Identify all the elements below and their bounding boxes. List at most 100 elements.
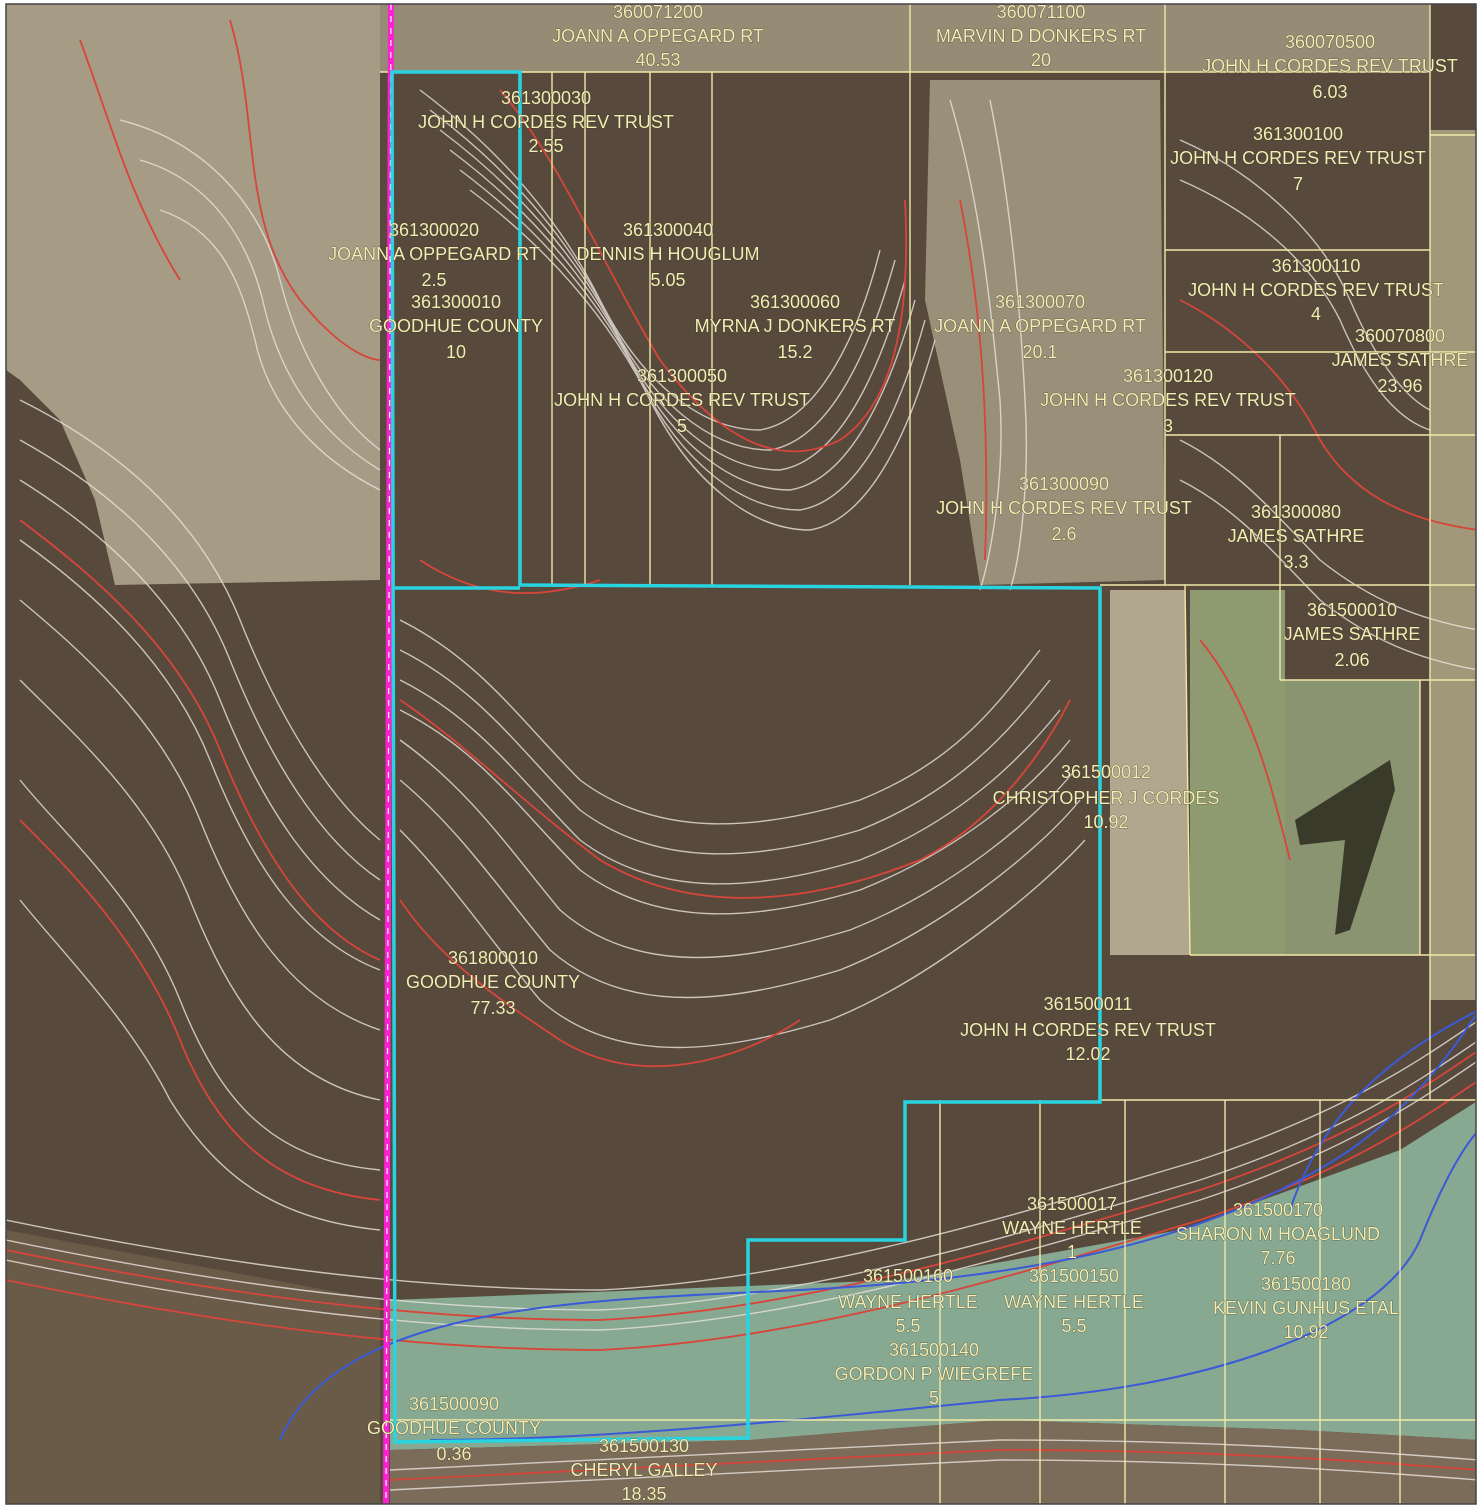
parcel-acres: 3.3 <box>1283 552 1308 572</box>
parcel-label[interactable]: 361300020 JOANN A OPPEGARD RT 2.5 <box>328 220 540 291</box>
water-features <box>279 1010 1476 1441</box>
parcel-label[interactable]: 361300120 JOHN H CORDES REV TRUST 3 <box>1040 366 1296 437</box>
parcel-label[interactable]: 361300050 JOHN H CORDES REV TRUST 5 <box>554 366 810 437</box>
parcel-owner: WAYNE HERTLE <box>1002 1218 1142 1238</box>
parcel-label[interactable]: 361500170 SHARON M HOAGLUND 7.76 <box>1176 1200 1381 1269</box>
parcel-label[interactable]: 361300040 DENNIS H HOUGLUM 5.05 <box>576 220 760 291</box>
section-line <box>383 4 394 1504</box>
parcel-acres: 1 <box>1067 1242 1077 1262</box>
parcel-owner: GOODHUE COUNTY <box>406 972 580 992</box>
parcel-label[interactable]: 361300060 MYRNA J DONKERS RT 15.2 <box>694 292 896 363</box>
creek-channel <box>429 1131 1476 1441</box>
parcel-acres: 2.55 <box>528 136 563 156</box>
parcel-acres: 6.03 <box>1312 82 1347 102</box>
parcel-owner: GORDON P WIEGREFE <box>835 1364 1034 1384</box>
parcel-label[interactable]: 361300110 JOHN H CORDES REV TRUST 4 <box>1188 256 1444 325</box>
field-center-ridge <box>925 80 1165 585</box>
parcel-acres: 2.06 <box>1334 650 1369 670</box>
river-channel <box>279 1012 1476 1441</box>
parcel-label[interactable]: 361500140 GORDON P WIEGREFE 5 <box>834 1340 1034 1409</box>
field-northwest <box>6 4 380 585</box>
parcel-owner: DENNIS H HOUGLUM <box>576 244 759 264</box>
parcel-label[interactable]: 361500090 GOODHUE COUNTY 0.36 <box>367 1394 542 1465</box>
parcel-acres: 12.02 <box>1065 1044 1110 1064</box>
parcel-acres: 5.05 <box>650 270 685 290</box>
field-east-1 <box>1110 590 1190 955</box>
parcel-label[interactable]: 361500011 JOHN H CORDES REV TRUST 12.02 <box>960 994 1216 1065</box>
parcel-pin: 361500011 <box>1044 994 1133 1014</box>
parcel-pin: 361500180 <box>1261 1274 1351 1294</box>
parcel-acres: 77.33 <box>470 998 515 1018</box>
subject-property-boundary[interactable] <box>390 70 1102 1444</box>
parcel-label[interactable]: 360070500 JOHN H CORDES REV TRUST 6.03 <box>1202 32 1458 103</box>
parcel-owner: CHERYL GALLEY <box>570 1460 717 1480</box>
parcel-owner: JOANN A OPPEGARD RT <box>934 316 1146 336</box>
parcel-pin: 361300010 <box>411 292 501 312</box>
parcel-label[interactable]: 361500150 WAYNE HERTLE 5.5 <box>1004 1266 1144 1337</box>
parcel-label[interactable]: 361500010 JAMES SATHRE 2.06 <box>1283 600 1421 671</box>
parcel-owner: KEVIN GUNHUS ETAL <box>1213 1298 1399 1318</box>
parcel-pin: 361300090 <box>1019 474 1109 494</box>
parcel-pin: 360071100 <box>997 2 1086 22</box>
parcel-acres: 5.5 <box>895 1316 920 1336</box>
parcel-label[interactable]: 361300070 JOANN A OPPEGARD RT 20.1 <box>934 292 1146 363</box>
parcel-owner: WAYNE HERTLE <box>838 1292 978 1312</box>
parcel-label[interactable]: 361300030 JOHN H CORDES REV TRUST 2.55 <box>418 88 674 157</box>
parcel-owner: GOODHUE COUNTY <box>367 1418 541 1438</box>
parcel-pin: 361300110 <box>1272 256 1361 276</box>
parcel-pin: 361300120 <box>1123 366 1213 386</box>
parcel-owner: MYRNA J DONKERS RT <box>695 316 896 336</box>
parcel-pin: 361500017 <box>1027 1194 1117 1214</box>
parcel-owner: JOHN H CORDES REV TRUST <box>1170 148 1426 168</box>
parcel-owner: GOODHUE COUNTY <box>369 316 543 336</box>
parcel-pin: 361300050 <box>637 366 727 386</box>
minor-contours <box>6 89 1476 1491</box>
parcel-owner: SHARON M HOAGLUND <box>1176 1224 1380 1244</box>
parcel-label[interactable]: 360070800 JAMES SATHRE 23.96 <box>1331 326 1469 397</box>
parcel-acres: 5 <box>929 1388 939 1408</box>
parcel-label[interactable]: 361800010 GOODHUE COUNTY 77.33 <box>406 948 581 1019</box>
parcel-label[interactable]: 361300010 GOODHUE COUNTY 10 <box>369 292 544 363</box>
parcel-pin: 361500010 <box>1307 600 1397 620</box>
parcel-label[interactable]: 361300100 JOHN H CORDES REV TRUST 7 <box>1170 124 1426 195</box>
parcel-owner: JAMES SATHRE <box>1228 526 1365 546</box>
parcel-label[interactable]: 361500017 WAYNE HERTLE 1 <box>1002 1194 1142 1263</box>
parcel-acres: 5.5 <box>1061 1316 1086 1336</box>
parcel-label[interactable]: 361500130 CHERYL GALLEY 18.35 <box>570 1436 718 1504</box>
parcel-acres: 23.96 <box>1377 376 1422 396</box>
parcel-acres: 5 <box>677 416 687 436</box>
parcel-acres: 15.2 <box>777 342 812 362</box>
parcel-acres: 40.53 <box>635 50 680 70</box>
parcel-owner: JOHN H CORDES REV TRUST <box>418 112 674 132</box>
parcel-owner: MARVIN D DONKERS RT <box>936 26 1146 46</box>
southern-bluff <box>390 1420 1476 1504</box>
parcel-pin: 361500140 <box>889 1340 979 1360</box>
parcel-label[interactable]: 360071200 JOANN A OPPEGARD RT 40.53 <box>552 2 764 70</box>
parcel-labels: 360071200 JOANN A OPPEGARD RT 40.53 3600… <box>328 2 1469 1504</box>
parcel-owner: JOHN H CORDES REV TRUST <box>1202 56 1458 76</box>
parcel-acres: 10 <box>446 342 466 362</box>
parcel-owner: JOANN A OPPEGARD RT <box>328 244 540 264</box>
parcel-pin: 361300070 <box>995 292 1085 312</box>
parcel-acres: 10.92 <box>1083 812 1128 832</box>
parcel-pin: 361300100 <box>1253 124 1343 144</box>
field-east-2 <box>1190 590 1285 955</box>
floodplain-boundary <box>1289 1010 1476 1211</box>
parcel-pin: 361500150 <box>1029 1266 1119 1286</box>
parcel-lines <box>380 4 1476 1504</box>
parcel-pin: 361500090 <box>409 1394 499 1414</box>
parcel-pin: 361800010 <box>448 948 538 968</box>
parcel-label[interactable]: 360071100 MARVIN D DONKERS RT 20 <box>936 2 1147 70</box>
parcel-acres: 4 <box>1311 304 1321 324</box>
parcel-label[interactable]: 361500180 KEVIN GUNHUS ETAL 10.92 <box>1213 1274 1399 1343</box>
parcel-label[interactable]: 361300090 JOHN H CORDES REV TRUST 2.6 <box>936 474 1192 545</box>
parcel-label[interactable]: 361500012 CHRISTOPHER J CORDES 10.92 <box>992 762 1220 833</box>
parcel-owner: JOHN H CORDES REV TRUST <box>936 498 1192 518</box>
parcel-acres: 20.1 <box>1022 342 1057 362</box>
parcel-pin: 361300030 <box>501 88 591 108</box>
pond <box>1295 760 1395 935</box>
parcel-pin: 360070500 <box>1285 32 1375 52</box>
parcel-label[interactable]: 361500160 WAYNE HERTLE 5.5 <box>838 1266 978 1337</box>
parcel-label[interactable]: 361300080 JAMES SATHRE 3.3 <box>1227 502 1365 573</box>
